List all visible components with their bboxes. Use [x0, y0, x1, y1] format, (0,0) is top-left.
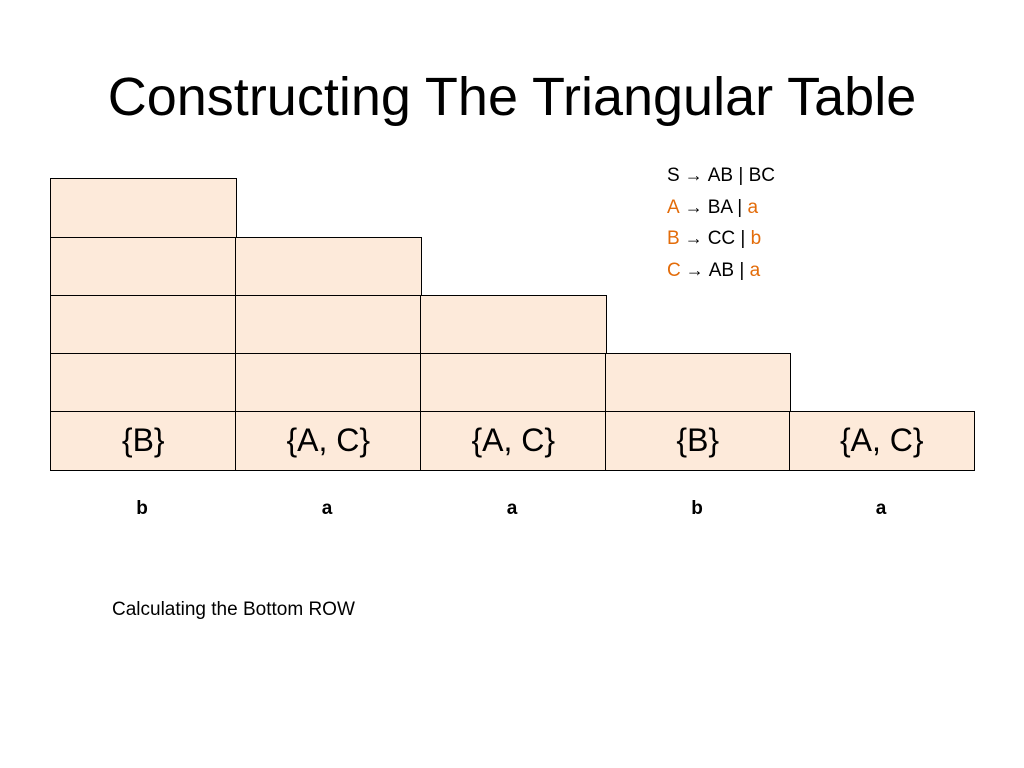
table-cell [235, 295, 422, 355]
input-token: a [875, 498, 887, 519]
table-cell [420, 295, 607, 355]
grammar-rule: B → CC | b [667, 223, 775, 255]
input-token: b [136, 498, 148, 519]
table-cell [605, 353, 791, 413]
bottom-row-cell: {A, C} [235, 411, 422, 471]
table-cell [235, 237, 422, 297]
grammar-rule: S → AB | BC [667, 160, 775, 192]
input-token: a [321, 498, 333, 519]
table-cell [50, 353, 237, 413]
table-cell [50, 295, 237, 355]
rule-lhs: A [667, 196, 680, 218]
input-token: b [691, 498, 703, 519]
bottom-row-cell: {A, C} [789, 411, 975, 471]
rule-lhs: C [667, 259, 681, 281]
bottom-row-cell: {B} [605, 411, 791, 471]
rule-separator: | [732, 196, 748, 218]
arrow-icon: → [679, 196, 708, 217]
rule-separator: | [734, 259, 750, 281]
rule-separator: | [735, 228, 751, 249]
rule-production: a [749, 259, 761, 281]
arrow-icon: → [680, 259, 709, 280]
input-token: a [506, 498, 518, 519]
rule-production: BA [707, 196, 733, 218]
grammar-rule: A → BA | a [667, 192, 775, 224]
rule-production: BC [748, 165, 775, 186]
rule-lhs: S [667, 165, 680, 186]
table-cell [420, 353, 607, 413]
bottom-row-cell: {B} [50, 411, 237, 471]
arrow-icon: → [679, 228, 708, 248]
grammar-rule: C → AB | a [667, 255, 775, 287]
slide-caption: Calculating the Bottom ROW [112, 599, 355, 620]
rule-lhs: B [667, 228, 680, 249]
slide-title: Constructing The Triangular Table [107, 67, 917, 127]
table-cell [50, 237, 237, 297]
table-cell [50, 178, 237, 239]
rule-production: b [750, 228, 762, 249]
rule-production: a [747, 196, 759, 218]
rule-separator: | [733, 165, 749, 186]
arrow-icon: → [679, 165, 708, 185]
rule-production: CC [707, 228, 736, 249]
table-cell [235, 353, 422, 413]
rule-production: AB [708, 259, 735, 281]
bottom-row-cell: {A, C} [420, 411, 607, 471]
rule-production: AB [707, 165, 734, 186]
